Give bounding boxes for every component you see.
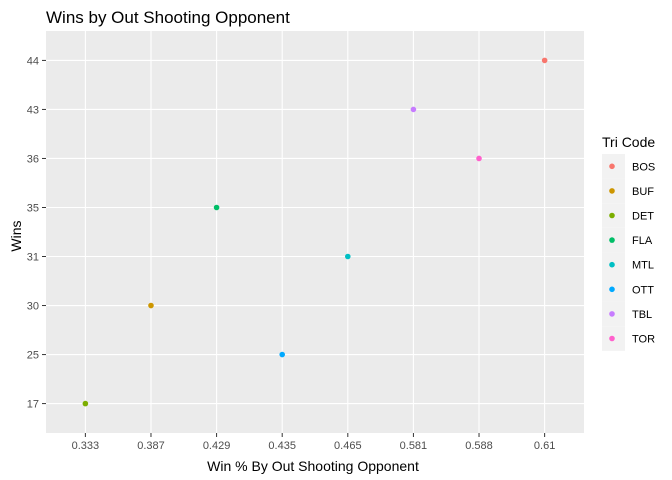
y-tick-label: 43 <box>27 104 39 116</box>
data-point-fla <box>213 204 220 211</box>
y-tick-label: 17 <box>27 399 39 411</box>
legend-label-tbl: TBL <box>632 309 652 321</box>
data-point-bos <box>541 57 548 64</box>
legend-swatch-bos <box>609 163 615 170</box>
x-tick-label: 0.61 <box>534 440 555 452</box>
legend-label-buf: BUF <box>632 186 654 198</box>
y-tick-label: 36 <box>27 153 39 165</box>
legend-label-bos: BOS <box>632 161 655 173</box>
grid-lines <box>46 31 584 433</box>
legend-swatch-buf <box>609 188 615 194</box>
legend-swatch-det <box>609 212 615 219</box>
chart-title: Wins by Out Shooting Opponent <box>46 8 290 27</box>
data-point-ott <box>279 351 285 358</box>
legend-label-det: DET <box>632 211 654 223</box>
data-point-mtl <box>345 253 351 260</box>
data-point-det <box>82 400 89 407</box>
legend-label-tor: TOR <box>632 334 655 346</box>
legend-label-ott: OTT <box>632 284 654 296</box>
x-tick-label: 0.429 <box>203 440 231 452</box>
data-point-tor <box>476 155 482 162</box>
legend-label-fla: FLA <box>632 235 653 247</box>
x-axis-ticks: 0.333 0.387 0.429 0.435 0.465 0.581 0.588 0.61 <box>72 433 555 452</box>
x-axis-title: Win % By Out Shooting Opponent <box>207 458 419 474</box>
y-axis-ticks: 17 25 30 31 35 36 43 44 <box>27 55 46 411</box>
data-point-tbl <box>410 106 417 113</box>
data-points <box>82 57 548 407</box>
y-tick-label: 31 <box>27 252 39 264</box>
x-tick-label: 0.333 <box>72 440 100 452</box>
legend-swatch-mtl <box>609 261 615 268</box>
x-tick-label: 0.581 <box>400 440 428 452</box>
data-point-buf <box>148 302 154 309</box>
legend: Tri Code BOS BUF DET FLA MTL OTT TBL TOR <box>602 134 655 351</box>
plot-panel <box>46 31 584 433</box>
y-tick-label: 44 <box>27 55 39 67</box>
x-tick-label: 0.465 <box>334 440 362 452</box>
y-axis-title: Wins <box>8 220 24 251</box>
x-tick-label: 0.435 <box>268 440 296 452</box>
legend-title: Tri Code <box>602 134 655 150</box>
x-tick-label: 0.588 <box>465 440 493 452</box>
legend-swatch-ott <box>609 286 615 293</box>
legend-swatch-tor <box>609 335 615 342</box>
y-tick-label: 25 <box>27 350 39 362</box>
legend-swatch-fla <box>609 237 615 243</box>
y-tick-label: 30 <box>27 301 39 313</box>
legend-label-mtl: MTL <box>632 260 654 272</box>
y-tick-label: 35 <box>27 202 39 214</box>
legend-entries: BOS BUF DET FLA MTL OTT TBL TOR <box>602 154 655 351</box>
x-tick-label: 0.387 <box>137 440 165 452</box>
legend-swatch-tbl <box>609 311 615 317</box>
